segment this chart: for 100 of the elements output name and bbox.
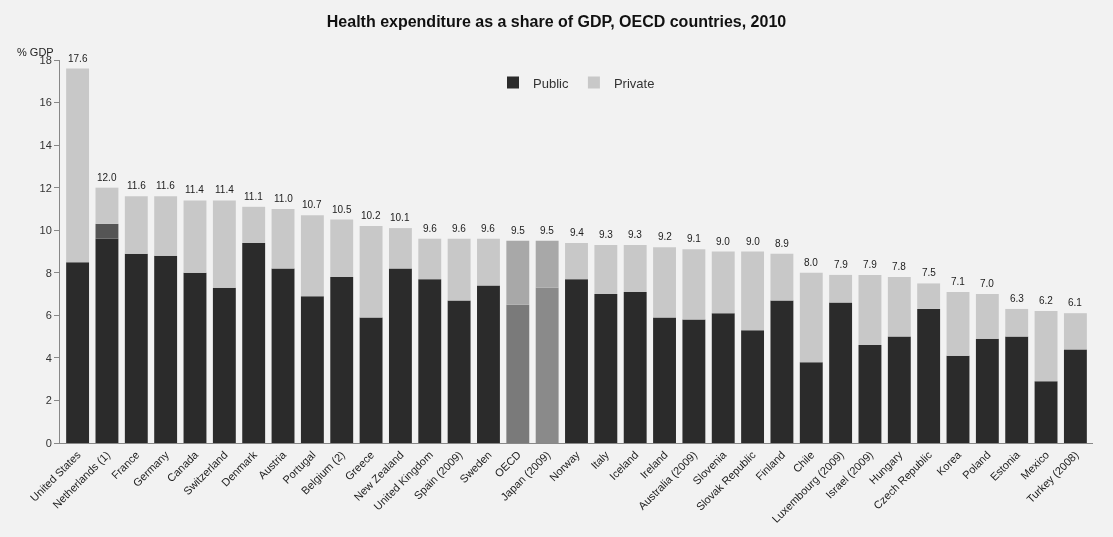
chart-title: Health expenditure as a share of GDP, OECD countries, 2010 <box>326 13 787 31</box>
bar <box>300 215 324 297</box>
bar <box>359 317 383 443</box>
bar <box>623 245 647 292</box>
bar <box>154 196 178 256</box>
y-tick-label: 0 <box>45 436 52 449</box>
y-tick-label: 10 <box>39 224 52 237</box>
total-label: 9.5 <box>540 225 555 236</box>
bar <box>770 253 794 301</box>
bar <box>682 319 706 443</box>
bar <box>506 304 530 443</box>
total-label: 7.5 <box>922 267 937 278</box>
bar <box>183 272 207 443</box>
total-label: 7.9 <box>863 259 878 270</box>
y-tick-label: 14 <box>39 138 52 151</box>
bar <box>124 253 148 443</box>
total-label: 11.6 <box>156 180 176 191</box>
bar <box>388 228 412 269</box>
total-label: 8.9 <box>775 238 790 249</box>
bar <box>447 238 471 301</box>
y-tick-label: 16 <box>39 96 52 109</box>
bar <box>154 255 178 443</box>
total-label: 9.0 <box>746 236 761 247</box>
bar <box>1034 381 1058 443</box>
bar <box>711 251 735 314</box>
bar <box>565 242 588 280</box>
total-label: 9.4 <box>570 227 585 238</box>
bar <box>271 268 295 443</box>
bar <box>623 291 647 443</box>
total-label: 9.1 <box>687 233 702 244</box>
bar <box>917 283 941 309</box>
bar <box>506 240 530 305</box>
bar <box>711 313 735 443</box>
bar <box>1063 349 1087 443</box>
total-label: 11.4 <box>185 184 205 195</box>
bar <box>653 317 676 443</box>
total-label: 9.0 <box>716 236 731 247</box>
total-label: 9.6 <box>452 223 467 234</box>
total-label: 9.2 <box>658 231 673 242</box>
bar <box>477 285 500 443</box>
bar <box>799 362 823 443</box>
total-label: 9.3 <box>628 229 643 240</box>
bar <box>829 274 853 303</box>
bar <box>418 279 442 443</box>
bar <box>682 249 706 320</box>
total-label: 9.6 <box>481 223 496 234</box>
bar <box>1005 308 1029 337</box>
y-tick-label: 6 <box>45 309 52 322</box>
total-label: 11.1 <box>244 191 264 202</box>
bar <box>330 219 354 278</box>
total-label: 10.5 <box>332 204 352 215</box>
bar <box>594 245 618 295</box>
bar <box>858 345 882 443</box>
bar <box>447 300 471 443</box>
y-tick-label: 8 <box>45 266 52 279</box>
bar <box>66 262 90 443</box>
total-label: 9.6 <box>423 223 438 234</box>
bar <box>477 238 500 286</box>
bar <box>300 296 324 443</box>
total-label: 6.2 <box>1039 295 1054 306</box>
total-label: 10.2 <box>361 210 381 221</box>
bar <box>388 268 412 443</box>
bar <box>66 68 90 263</box>
bar <box>212 287 236 443</box>
bar <box>124 196 148 254</box>
bar <box>858 274 882 346</box>
total-label: 12.0 <box>97 172 117 183</box>
bar <box>1005 336 1029 443</box>
total-label: 7.9 <box>834 259 849 270</box>
bar <box>946 355 970 443</box>
bar <box>741 330 765 443</box>
bar <box>594 294 618 443</box>
bar <box>799 272 823 363</box>
bar <box>770 300 794 443</box>
x-tick-label: Italy <box>588 448 612 472</box>
bar <box>242 242 266 443</box>
bar <box>242 206 266 243</box>
bar <box>653 247 676 318</box>
total-label: 9.5 <box>511 225 526 236</box>
bar <box>1034 311 1058 382</box>
total-label: 7.8 <box>892 261 907 272</box>
y-tick-label: 2 <box>45 394 52 407</box>
legend-label: Private <box>613 75 655 91</box>
bar <box>95 238 119 443</box>
bar <box>975 294 999 339</box>
total-label: 11.6 <box>127 180 147 191</box>
bar <box>212 200 236 288</box>
bar <box>183 200 207 273</box>
bar <box>535 240 559 288</box>
total-label: 17.6 <box>68 53 88 64</box>
bar <box>741 251 765 331</box>
bar <box>418 238 442 280</box>
bar <box>330 277 354 443</box>
total-label: 8.0 <box>804 257 819 268</box>
y-tick-label: 12 <box>39 181 52 194</box>
bar <box>95 223 119 239</box>
total-label: 10.1 <box>390 212 410 223</box>
bar <box>946 291 970 356</box>
y-tick-label: 4 <box>45 351 52 364</box>
bar <box>917 308 941 443</box>
